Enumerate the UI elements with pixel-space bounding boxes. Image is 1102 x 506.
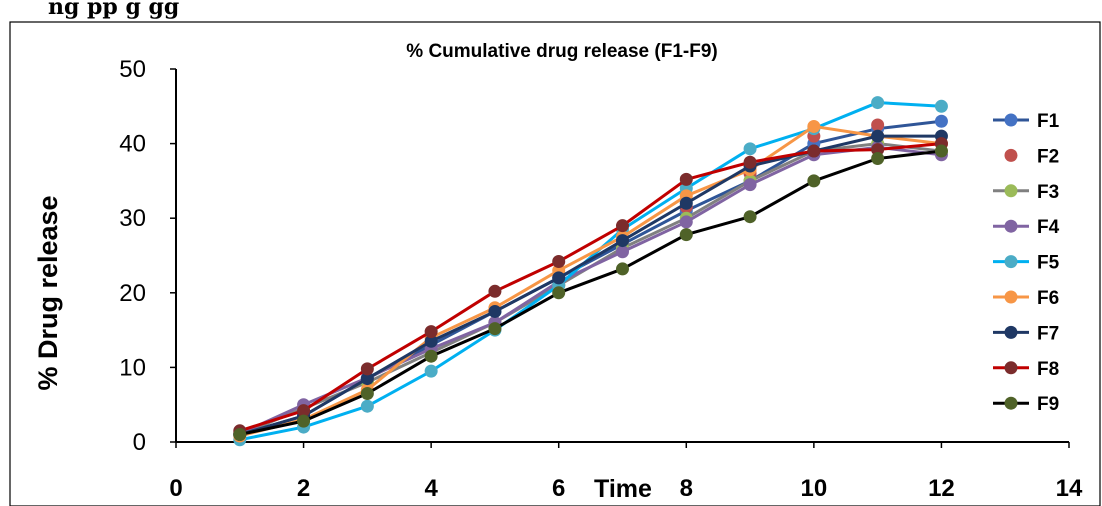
series-line-f4 <box>239 145 942 436</box>
x-tick-label: 10 <box>801 475 828 502</box>
data-point-f8 <box>743 155 757 169</box>
legend-marker <box>1004 113 1018 127</box>
legend-label: F8 <box>1037 359 1059 380</box>
legend-marker <box>1004 219 1018 233</box>
data-point-f5 <box>743 142 757 156</box>
data-point-f9 <box>871 152 885 166</box>
x-tick-label: 8 <box>680 475 693 502</box>
legend-marker <box>1004 361 1018 375</box>
data-point-f4 <box>616 245 629 259</box>
data-point-f8 <box>871 143 885 157</box>
legend-label: F9 <box>1037 394 1059 415</box>
series-line-f6 <box>239 124 942 438</box>
data-point-f8 <box>297 404 311 418</box>
data-point-f4 <box>679 215 693 229</box>
data-point-f5 <box>934 99 948 113</box>
y-tick-label: 0 <box>133 429 146 456</box>
data-point-f7 <box>871 129 885 143</box>
axes: 0 10 20 30 40 50 0 2 4 6 8 10 12 14 <box>119 56 1083 502</box>
legend-item-f9: F9 <box>993 394 1059 415</box>
legend-item-f2: F2 <box>1004 146 1059 167</box>
legend-marker <box>1004 148 1018 162</box>
data-point-f5 <box>424 364 438 378</box>
data-point-f9 <box>424 349 438 363</box>
legend-label: F7 <box>1037 323 1059 344</box>
data-point-f9 <box>934 144 948 158</box>
legend-item-f8: F8 <box>993 359 1059 380</box>
data-point-f7 <box>424 334 438 348</box>
legend-item-f6: F6 <box>993 288 1059 309</box>
series-line-f7 <box>239 134 942 436</box>
data-point-f8 <box>616 219 629 233</box>
data-point-f9 <box>743 210 757 224</box>
legend-marker <box>1004 184 1018 198</box>
y-tick-label: 50 <box>119 56 146 83</box>
legend-item-f5: F5 <box>993 253 1060 274</box>
data-point-f2 <box>871 118 885 132</box>
data-point-f9 <box>488 322 502 336</box>
page-header: ng pp g gg <box>48 0 179 20</box>
data-point-f7 <box>552 271 566 285</box>
legend-item-f7: F7 <box>993 323 1059 344</box>
y-tick-label: 10 <box>119 354 146 381</box>
legend-label: F5 <box>1037 253 1060 274</box>
data-point-f8 <box>360 362 374 376</box>
data-point-f9 <box>552 286 566 300</box>
x-tick-label: 6 <box>552 475 565 502</box>
x-tick-label: 4 <box>424 475 438 502</box>
chart-title: % Cumulative drug release (F1-F9) <box>406 41 717 62</box>
data-point-f9 <box>807 174 821 188</box>
y-axis-label: % Drug release <box>33 195 63 390</box>
legend-item-f1: F1 <box>993 111 1060 132</box>
legend-marker <box>1004 290 1018 304</box>
data-point-f8 <box>679 172 693 186</box>
series-line-f8 <box>239 142 942 433</box>
legend-label: F1 <box>1037 111 1060 132</box>
legend-label: F2 <box>1037 146 1059 167</box>
data-point-f9 <box>616 262 629 276</box>
series-layer <box>233 96 948 447</box>
y-tick-label: 40 <box>119 131 146 158</box>
series-f9 <box>233 144 948 442</box>
x-tick-label: 2 <box>297 475 310 502</box>
legend-marker <box>1004 255 1018 269</box>
series-line-f9 <box>239 149 942 437</box>
legend-marker <box>1004 396 1018 410</box>
x-axis-label: Time <box>594 475 652 503</box>
x-tick-label: 14 <box>1056 475 1083 502</box>
x-tick-label: 0 <box>169 475 182 502</box>
legend-marker <box>1004 325 1018 339</box>
x-tick-label: 12 <box>928 475 955 502</box>
data-point-f8 <box>552 254 566 268</box>
data-point-f9 <box>679 228 693 242</box>
data-point-f7 <box>488 304 502 318</box>
legend: F1 F2 F3 F4 F5 F6 F7 F8 F9 <box>993 111 1060 415</box>
y-tick-label: 30 <box>119 205 146 232</box>
legend-label: F4 <box>1037 217 1060 238</box>
legend-label: F6 <box>1037 288 1059 309</box>
legend-label: F3 <box>1037 182 1059 203</box>
legend-item-f3: F3 <box>993 182 1059 203</box>
data-point-f6 <box>807 119 821 133</box>
data-point-f7 <box>679 196 693 210</box>
data-point-f7 <box>616 234 629 248</box>
legend-item-f4: F4 <box>993 217 1060 238</box>
data-point-f1 <box>934 114 948 128</box>
series-line-f5 <box>239 101 942 442</box>
y-tick-label: 20 <box>119 280 146 307</box>
data-point-f4 <box>743 178 757 192</box>
data-point-f9 <box>233 428 247 442</box>
data-point-f8 <box>424 325 438 339</box>
data-point-f7 <box>360 372 374 386</box>
data-point-f9 <box>297 414 311 428</box>
data-point-f9 <box>360 387 374 401</box>
data-point-f8 <box>488 284 502 298</box>
data-point-f5 <box>871 96 885 110</box>
data-point-f5 <box>360 399 374 413</box>
data-point-f8 <box>807 144 821 158</box>
